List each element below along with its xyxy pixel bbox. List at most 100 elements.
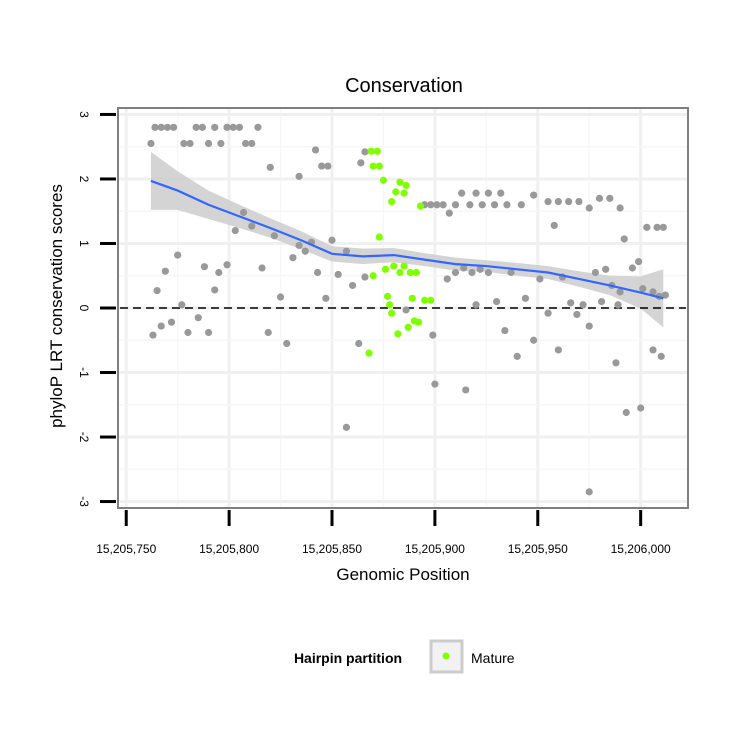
point-other — [443, 275, 451, 283]
point-other — [606, 194, 614, 202]
point-other — [174, 251, 182, 259]
point-other — [643, 223, 651, 231]
point-other — [198, 123, 206, 131]
point-other — [348, 281, 357, 290]
point-mature — [390, 262, 398, 270]
legend-key-box — [429, 639, 464, 674]
point-other — [635, 257, 643, 266]
point-other — [431, 380, 439, 388]
point-other — [239, 208, 248, 217]
y-tick-label: 0 — [77, 305, 91, 312]
point-other — [314, 268, 322, 277]
point-other — [585, 204, 593, 212]
point-other — [530, 191, 538, 199]
point-mature — [400, 262, 408, 270]
point-mature — [412, 268, 420, 277]
point-other — [507, 268, 515, 277]
point-other — [153, 286, 161, 295]
point-mature — [396, 268, 404, 277]
point-other — [211, 123, 219, 131]
y-tick-label: 1 — [77, 240, 91, 247]
point-mature — [416, 202, 425, 210]
point-other — [653, 223, 661, 231]
point-other — [194, 314, 202, 322]
point-mature — [383, 292, 392, 300]
point-other — [342, 423, 351, 431]
point-mature — [388, 309, 396, 317]
point-mature — [388, 197, 396, 206]
point-other — [458, 189, 466, 197]
point-mature — [427, 296, 435, 304]
point-other — [484, 268, 492, 277]
point-mature — [375, 162, 383, 170]
point-other — [484, 189, 492, 197]
point-other — [466, 201, 474, 209]
y-tick-label: -3 — [77, 496, 91, 507]
point-other — [554, 197, 562, 206]
smooth-line — [150, 179, 664, 300]
x-tick-label: 15,205,900 — [405, 542, 465, 556]
point-other — [184, 328, 192, 337]
point-other — [501, 326, 509, 335]
legend: Hairpin partition Mature — [294, 639, 515, 674]
point-mature — [396, 178, 404, 186]
y-tick-label: 2 — [77, 176, 91, 183]
point-other — [597, 297, 606, 306]
point-mature — [402, 181, 410, 190]
point-other — [433, 201, 441, 209]
point-other — [167, 318, 176, 326]
point-other — [451, 201, 460, 209]
x-tick-label: 15,206,000 — [611, 542, 671, 556]
point-other — [235, 123, 244, 131]
point-mature — [400, 189, 408, 197]
loess-line — [150, 179, 664, 300]
point-other — [334, 270, 342, 279]
point-other — [661, 291, 669, 299]
point-other — [231, 226, 239, 235]
point-other — [186, 139, 194, 148]
point-other — [258, 264, 266, 272]
point-other — [595, 194, 604, 202]
point-other — [614, 301, 622, 309]
point-other — [322, 294, 330, 302]
point-mature — [373, 147, 381, 155]
point-other — [192, 123, 200, 131]
point-other — [639, 285, 647, 293]
point-mature — [369, 162, 377, 170]
point-other — [157, 322, 165, 330]
point-other — [616, 204, 624, 212]
point-other — [169, 123, 178, 131]
point-other — [149, 331, 157, 339]
point-mature — [375, 233, 383, 241]
point-other — [301, 247, 309, 255]
point-other — [283, 339, 291, 348]
data-points — [147, 123, 669, 496]
point-other — [355, 339, 363, 348]
point-other — [217, 139, 225, 148]
point-other — [429, 331, 437, 339]
point-other — [521, 294, 530, 302]
point-mature — [404, 323, 412, 331]
point-other — [602, 265, 610, 273]
point-mature — [406, 268, 414, 277]
point-other — [637, 404, 645, 412]
point-other — [151, 123, 159, 131]
x-tick-label: 15,205,750 — [96, 542, 156, 556]
point-other — [215, 268, 223, 277]
point-mature — [367, 147, 375, 155]
point-other — [513, 352, 521, 360]
point-mature — [386, 301, 394, 309]
x-tick-label: 15,205,850 — [302, 542, 362, 556]
point-other — [248, 139, 256, 148]
point-other — [248, 222, 256, 230]
point-other — [266, 163, 274, 171]
point-mature — [408, 294, 416, 302]
point-other — [147, 139, 155, 148]
point-other — [657, 352, 665, 360]
y-axis-label: phyloP LRT conservation scores — [47, 184, 66, 428]
x-axis: 15,205,750 15,205,800 15,205,850 15,205,900… — [96, 510, 671, 556]
point-other — [585, 488, 593, 496]
chart-title: Conservation — [345, 75, 463, 97]
point-other — [342, 247, 351, 255]
point-mature — [414, 318, 423, 326]
